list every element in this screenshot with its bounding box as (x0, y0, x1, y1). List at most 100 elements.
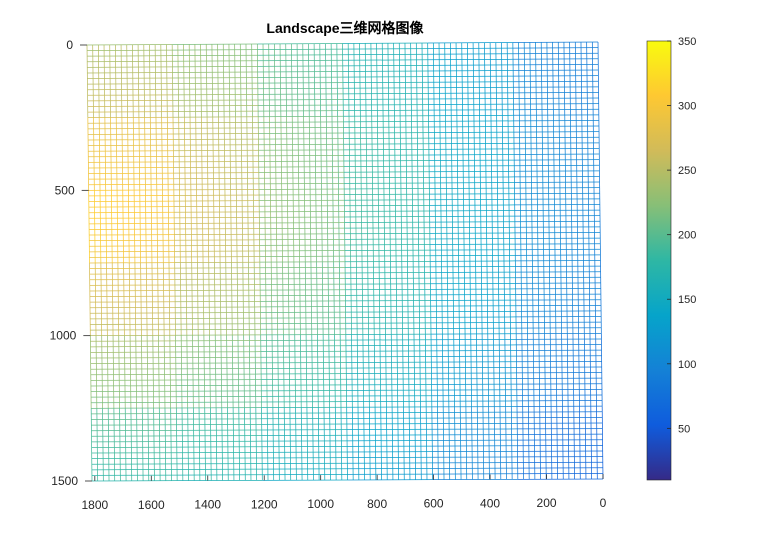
mesh-line (522, 406, 524, 480)
mesh-line (462, 115, 464, 189)
mesh-line (172, 43, 258, 45)
mesh-line (190, 189, 193, 263)
mesh-line (576, 187, 579, 261)
mesh-line (396, 334, 399, 408)
mesh-line (439, 115, 442, 189)
mesh-line (218, 116, 220, 190)
mesh-line (515, 333, 518, 407)
mesh-line (343, 188, 346, 262)
mesh-line (391, 407, 394, 480)
mesh-line (340, 407, 343, 481)
mesh-line (435, 261, 438, 335)
mesh-line (411, 115, 413, 189)
mesh-line (226, 335, 228, 408)
mesh-line (548, 187, 550, 261)
mesh-line (563, 42, 566, 116)
mesh-line (444, 42, 446, 116)
mesh-line (588, 260, 591, 334)
mesh-line (273, 43, 276, 117)
mesh-line (336, 43, 339, 117)
mesh-line (497, 188, 499, 262)
mesh-line (484, 115, 487, 189)
mesh-line (89, 335, 92, 409)
mesh-line (566, 260, 568, 334)
mesh-line (251, 44, 253, 117)
mesh-line (332, 189, 335, 262)
mesh-line (169, 335, 172, 409)
mesh-line (214, 335, 217, 408)
chart-title: Landscape三维网格图像 (266, 20, 424, 36)
mesh-line (555, 333, 558, 407)
mesh-line (252, 189, 255, 263)
mesh-line (215, 407, 218, 481)
mesh-line (473, 115, 476, 189)
mesh-line (496, 115, 498, 189)
mesh-line (223, 116, 226, 190)
mesh-line (596, 406, 598, 480)
mesh-line (319, 43, 321, 117)
mesh-line (155, 117, 158, 190)
mesh-line (175, 335, 177, 408)
mesh-line (183, 44, 185, 118)
y-axis: 0 500 1000 1500 (50, 38, 92, 488)
mesh-line (210, 407, 212, 481)
mesh-line (389, 188, 391, 262)
mesh-line (164, 408, 167, 481)
mesh-line (246, 116, 249, 190)
mesh-line (471, 406, 473, 480)
mesh-line (87, 117, 90, 191)
mesh-line (149, 117, 152, 191)
mesh-line (106, 262, 108, 336)
mesh-line (481, 333, 484, 407)
mesh-line (553, 115, 555, 188)
mesh-line (497, 260, 500, 334)
mesh-line (101, 335, 103, 409)
mesh-line (203, 335, 206, 408)
mesh-line (416, 115, 419, 189)
mesh-line (347, 43, 350, 117)
mesh-line (180, 335, 183, 408)
mesh-line (152, 335, 154, 409)
mesh-line (428, 188, 431, 262)
mesh-line (220, 335, 223, 408)
mesh-line (433, 115, 436, 189)
mesh-line (241, 189, 244, 263)
mesh-line (110, 117, 112, 191)
mesh-line (544, 333, 546, 407)
mesh-line (185, 262, 188, 336)
mesh-line (390, 334, 393, 408)
mesh-line (459, 406, 462, 480)
mesh-line (578, 333, 580, 407)
mesh-line (572, 333, 575, 407)
mesh-line (370, 43, 373, 117)
mesh-line (533, 406, 536, 480)
mesh-line (458, 261, 460, 334)
mesh-line (549, 333, 552, 407)
mesh-line (194, 44, 197, 118)
mesh-line (328, 334, 331, 408)
mesh-line (292, 189, 295, 263)
mesh-line (196, 189, 198, 263)
mesh-line (429, 261, 432, 335)
mesh-line (468, 188, 471, 262)
mesh-line (550, 406, 553, 480)
mesh-line (316, 261, 318, 335)
colorbar-tick-label: 350 (678, 36, 696, 48)
mesh-line (385, 334, 387, 408)
mesh-line (317, 334, 319, 408)
mesh-line (172, 117, 175, 190)
mesh-line (168, 262, 171, 336)
mesh-line (206, 117, 209, 190)
mesh-line (414, 406, 417, 480)
mesh-line (195, 117, 197, 190)
mesh-line (104, 117, 107, 191)
mesh-line (404, 43, 407, 116)
mesh-line (255, 407, 258, 481)
mesh-line (258, 189, 261, 263)
mesh-line (208, 262, 210, 336)
mesh-line (338, 261, 341, 335)
x-tick-label: 1600 (138, 498, 165, 512)
mesh-line (141, 408, 144, 481)
mesh-line (128, 190, 130, 263)
mesh-line (374, 407, 377, 480)
